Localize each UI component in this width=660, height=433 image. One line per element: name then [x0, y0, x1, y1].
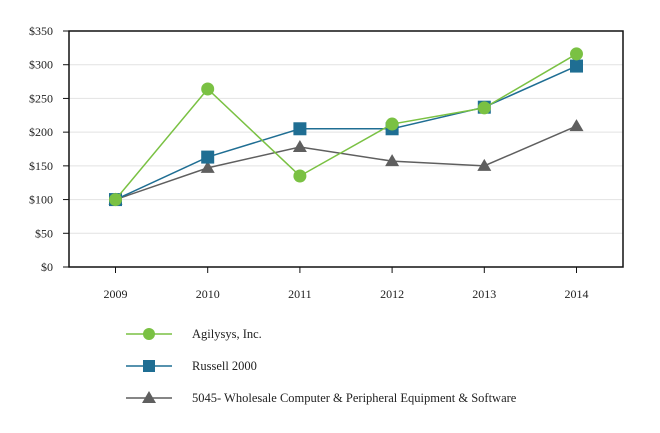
data-point-circle [109, 193, 122, 207]
x-tick-label: 2009 [104, 287, 128, 301]
y-tick-label: $100 [29, 193, 53, 207]
legend-item-agilysys: Agilysys, Inc. [126, 318, 516, 350]
y-tick-label: $300 [29, 58, 53, 72]
data-point-circle [201, 82, 215, 96]
data-point-square [201, 150, 215, 164]
legend-item-peer-group: 5045- Wholesale Computer & Peripheral Eq… [126, 382, 516, 414]
x-tick-label: 2011 [288, 287, 312, 301]
data-point-triangle [385, 154, 400, 167]
data-point-triangle [477, 158, 492, 171]
legend: Agilysys, Inc. Russell 2000 5045- Wholes… [126, 318, 516, 414]
legend-label: 5045- Wholesale Computer & Peripheral Eq… [192, 390, 517, 405]
y-axis-ticks: $0 $50 $100 $150 $200 $250 $300 $350 [29, 24, 69, 274]
data-point-square [293, 122, 307, 136]
data-point-square [570, 59, 583, 73]
triangle-marker-icon [126, 391, 172, 403]
series-line [115, 65, 577, 201]
y-tick-label: $0 [41, 260, 53, 274]
series-circle [109, 47, 583, 207]
circle-marker-icon [126, 328, 172, 340]
series-line [115, 125, 577, 201]
legend-item-russell: Russell 2000 [126, 350, 516, 382]
data-point-triangle [200, 160, 215, 173]
x-tick-label: 2010 [196, 287, 220, 301]
data-point-circle [385, 117, 399, 131]
x-tick-label: 2014 [565, 287, 589, 301]
x-tick-label: 2012 [380, 287, 404, 301]
x-axis-ticks: 2009 2010 2011 2012 2013 2014 [104, 267, 589, 301]
y-tick-label: $50 [35, 226, 53, 240]
y-tick-label: $250 [29, 91, 53, 105]
x-tick-label: 2013 [472, 287, 496, 301]
series-layer [108, 47, 584, 207]
y-tick-label: $150 [29, 159, 53, 173]
data-point-triangle [569, 119, 584, 132]
y-tick-label: $350 [29, 24, 53, 38]
legend-label: Russell 2000 [192, 358, 257, 373]
data-point-circle [477, 101, 491, 115]
square-marker-icon [126, 360, 172, 372]
legend-label: Agilysys, Inc. [192, 326, 262, 341]
series-line [114, 53, 577, 201]
data-point-circle [293, 169, 307, 183]
data-point-circle [570, 47, 583, 61]
gridlines [69, 30, 623, 234]
y-tick-label: $200 [29, 125, 53, 139]
series-square [109, 59, 583, 207]
plot-frame [68, 30, 624, 268]
data-point-triangle [292, 139, 307, 152]
